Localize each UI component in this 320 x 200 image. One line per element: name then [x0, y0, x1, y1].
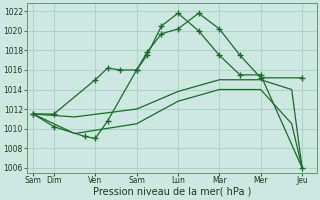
X-axis label: Pression niveau de la mer( hPa ): Pression niveau de la mer( hPa ) [92, 187, 251, 197]
